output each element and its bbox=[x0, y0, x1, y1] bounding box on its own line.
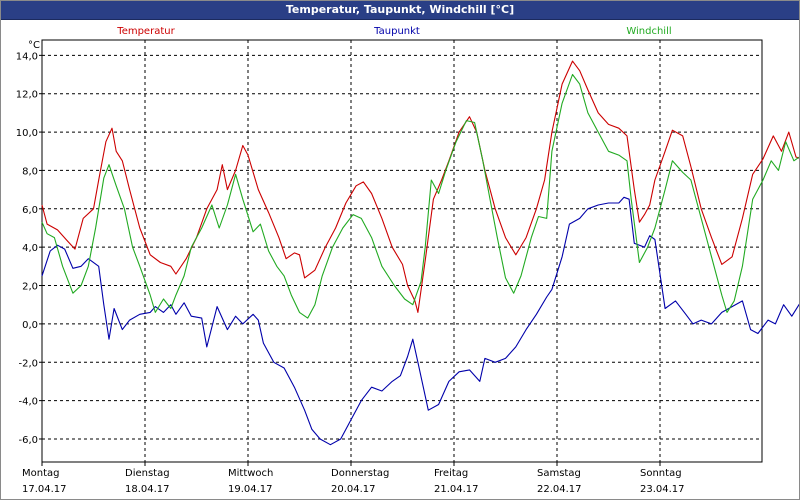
y-tick-label: 8,0 bbox=[22, 166, 38, 177]
legend-entry-temperatur: Temperatur bbox=[116, 26, 175, 37]
x-tick-label-date: 23.04.17 bbox=[640, 484, 685, 495]
y-tick-label: -4,0 bbox=[18, 397, 38, 408]
axes: 14,0 12,0 10,0 8,0 6,0 4,0 2,0 0,0 -2,0 -4,0 -6,0 °… bbox=[16, 39, 763, 495]
series-line-windchill bbox=[41, 73, 799, 319]
x-tick-label-day: Donnerstag bbox=[331, 468, 389, 479]
x-tick-label-date: 19.04.17 bbox=[228, 484, 273, 495]
title-bar: Temperatur, Taupunkt, Windchill [°C] bbox=[1, 1, 799, 20]
x-tick-label-date: 21.04.17 bbox=[434, 484, 479, 495]
y-tick-label: -6,0 bbox=[18, 435, 38, 446]
x-tick-label-date: 22.04.17 bbox=[537, 484, 582, 495]
x-tick-label-day: Sonntag bbox=[640, 468, 682, 479]
x-tick-label-day: Dienstag bbox=[125, 468, 170, 479]
legend: Temperatur Taupunkt Windchill bbox=[116, 26, 671, 37]
x-tick-label-date: 17.04.17 bbox=[22, 484, 67, 495]
y-tick-label: 6,0 bbox=[22, 205, 38, 216]
y-tick-label: 4,0 bbox=[22, 243, 38, 254]
legend-entry-taupunkt: Taupunkt bbox=[373, 26, 420, 37]
series-line-taupunkt bbox=[41, 196, 799, 446]
y-tick-label: 10,0 bbox=[16, 128, 38, 139]
y-tick-label: 2,0 bbox=[22, 282, 38, 293]
x-tick-label-day: Mittwoch bbox=[228, 468, 273, 479]
y-tick-label: 0,0 bbox=[22, 320, 38, 331]
legend-entry-windchill: Windchill bbox=[626, 26, 671, 37]
series-layer bbox=[41, 60, 799, 446]
series-line-temperatur bbox=[41, 60, 799, 313]
chart-canvas: 14,0 12,0 10,0 8,0 6,0 4,0 2,0 0,0 -2,0 -4,0 -6,0 °… bbox=[16, 26, 799, 495]
y-tick-label: -2,0 bbox=[18, 358, 38, 369]
y-axis-label: °C bbox=[28, 40, 40, 51]
x-tick-label-day: Montag bbox=[22, 468, 59, 479]
y-tick-label: 12,0 bbox=[16, 90, 38, 101]
window-title: Temperatur, Taupunkt, Windchill [°C] bbox=[285, 3, 515, 16]
x-tick-label-day: Samstag bbox=[537, 468, 581, 479]
y-tick-label: 14,0 bbox=[16, 51, 38, 62]
plot-frame bbox=[41, 39, 763, 463]
x-tick-label-date: 20.04.17 bbox=[331, 484, 376, 495]
grid bbox=[42, 40, 762, 462]
x-tick-label-date: 18.04.17 bbox=[125, 484, 170, 495]
x-tick-label-day: Freitag bbox=[434, 468, 468, 479]
